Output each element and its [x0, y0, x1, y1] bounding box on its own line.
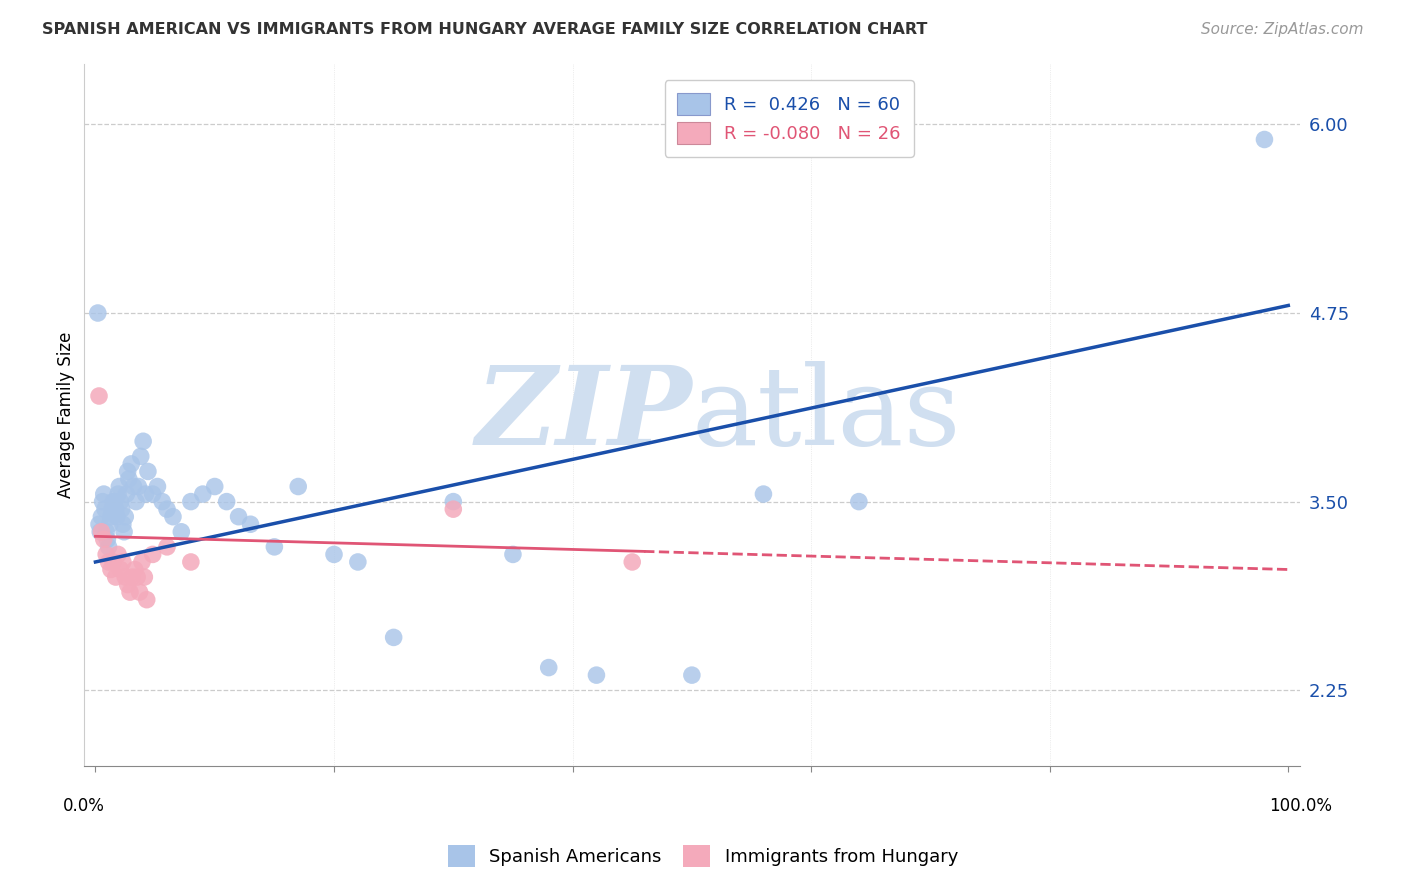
- Point: [96, 533, 118, 547]
- Point: [97, 555, 120, 569]
- Y-axis label: Average Family Size: Average Family Size: [58, 332, 75, 498]
- Point: [118, 585, 141, 599]
- Point: [96, 524, 118, 539]
- Legend: R =  0.426   N = 60, R = -0.080   N = 26: R = 0.426 N = 60, R = -0.080 N = 26: [665, 80, 914, 157]
- Point: [91, 494, 114, 508]
- Point: [89, 524, 111, 539]
- Point: [585, 668, 607, 682]
- Point: [100, 562, 122, 576]
- Point: [215, 494, 238, 508]
- Point: [114, 570, 136, 584]
- Point: [107, 487, 129, 501]
- Point: [125, 494, 148, 508]
- Point: [239, 517, 262, 532]
- Point: [120, 457, 142, 471]
- Point: [94, 502, 117, 516]
- Point: [87, 517, 110, 532]
- Point: [111, 517, 134, 532]
- Point: [103, 494, 125, 508]
- Text: Source: ZipAtlas.com: Source: ZipAtlas.com: [1201, 22, 1364, 37]
- Point: [127, 479, 149, 493]
- Point: [122, 479, 145, 493]
- Point: [117, 577, 139, 591]
- Point: [441, 502, 464, 516]
- Point: [114, 509, 136, 524]
- Point: [90, 524, 112, 539]
- Point: [136, 465, 159, 479]
- Point: [117, 465, 139, 479]
- Point: [131, 555, 153, 569]
- Text: 0.0%: 0.0%: [63, 797, 104, 815]
- Point: [101, 502, 124, 516]
- Point: [170, 524, 193, 539]
- Point: [96, 548, 118, 562]
- Point: [621, 555, 644, 569]
- Point: [135, 592, 157, 607]
- Point: [111, 555, 134, 569]
- Point: [180, 494, 202, 508]
- Point: [115, 487, 138, 501]
- Point: [347, 555, 370, 569]
- Point: [87, 306, 110, 320]
- Point: [287, 479, 309, 493]
- Point: [128, 585, 150, 599]
- Point: [103, 555, 125, 569]
- Point: [681, 668, 703, 682]
- Point: [111, 502, 134, 516]
- Point: [121, 570, 143, 584]
- Point: [104, 502, 127, 516]
- Point: [110, 562, 132, 576]
- Point: [441, 494, 464, 508]
- Point: [124, 562, 146, 576]
- Point: [142, 487, 165, 501]
- Point: [146, 479, 169, 493]
- Point: [323, 548, 346, 562]
- Point: [156, 540, 179, 554]
- Point: [1253, 132, 1275, 146]
- Text: 100.0%: 100.0%: [1268, 797, 1331, 815]
- Text: SPANISH AMERICAN VS IMMIGRANTS FROM HUNGARY AVERAGE FAMILY SIZE CORRELATION CHAR: SPANISH AMERICAN VS IMMIGRANTS FROM HUNG…: [42, 22, 928, 37]
- Point: [112, 524, 135, 539]
- Point: [204, 479, 226, 493]
- Point: [848, 494, 870, 508]
- Point: [110, 494, 132, 508]
- Point: [502, 548, 524, 562]
- Point: [134, 570, 156, 584]
- Point: [228, 509, 250, 524]
- Point: [98, 517, 121, 532]
- Point: [105, 509, 128, 524]
- Point: [87, 389, 110, 403]
- Point: [142, 548, 165, 562]
- Point: [107, 548, 129, 562]
- Point: [191, 487, 214, 501]
- Point: [104, 570, 127, 584]
- Point: [180, 555, 202, 569]
- Point: [93, 487, 115, 501]
- Point: [537, 660, 560, 674]
- Point: [263, 540, 285, 554]
- Point: [118, 472, 141, 486]
- Point: [97, 540, 120, 554]
- Point: [135, 487, 157, 501]
- Point: [103, 494, 125, 508]
- Text: atlas: atlas: [692, 361, 962, 468]
- Point: [100, 509, 122, 524]
- Text: ZIP: ZIP: [475, 361, 692, 468]
- Point: [382, 631, 405, 645]
- Point: [162, 509, 184, 524]
- Point: [90, 509, 112, 524]
- Point: [150, 494, 173, 508]
- Point: [93, 533, 115, 547]
- Point: [129, 450, 152, 464]
- Point: [108, 479, 131, 493]
- Point: [156, 502, 179, 516]
- Point: [132, 434, 155, 449]
- Point: [127, 570, 149, 584]
- Point: [752, 487, 775, 501]
- Legend: Spanish Americans, Immigrants from Hungary: Spanish Americans, Immigrants from Hunga…: [440, 838, 966, 874]
